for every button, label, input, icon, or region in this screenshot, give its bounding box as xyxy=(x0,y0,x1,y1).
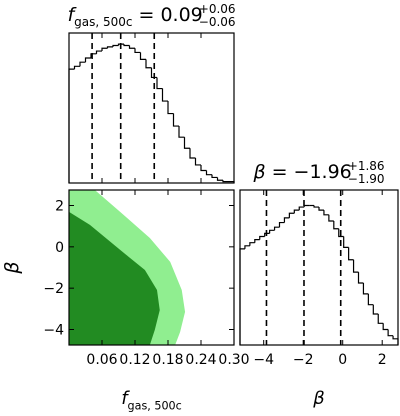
hist-step xyxy=(134,48,141,54)
x-tick-label: −4 xyxy=(253,352,274,368)
title-symbol-sub: gas, 500c xyxy=(74,15,132,29)
hist-step xyxy=(156,77,163,90)
hist-step xyxy=(254,239,260,243)
hist-step xyxy=(328,214,334,222)
axis-symbol: β xyxy=(312,388,325,409)
hist-step xyxy=(183,137,190,149)
axis-symbol: f xyxy=(121,388,130,409)
hist-step xyxy=(293,209,300,214)
y-tick-label: −2 xyxy=(43,281,64,297)
hist-step xyxy=(367,293,374,306)
hist-step xyxy=(216,177,223,181)
hist-step xyxy=(269,229,275,234)
hist-step xyxy=(382,323,389,331)
axis-symbol: β xyxy=(1,261,23,274)
hist-step xyxy=(117,43,124,46)
hist-step xyxy=(352,259,359,273)
hist-step xyxy=(101,47,108,52)
hist-step xyxy=(222,180,229,183)
hist-step xyxy=(205,170,212,176)
hist-step xyxy=(357,272,364,284)
hist-step xyxy=(167,101,174,115)
hist-step xyxy=(211,174,218,179)
hist-step xyxy=(106,46,113,49)
y-tick-label: 2 xyxy=(55,199,64,215)
hist-step xyxy=(68,68,75,183)
axis-label: β xyxy=(1,261,23,274)
hist-step xyxy=(288,212,295,218)
panel-frame xyxy=(68,32,235,184)
hist-step xyxy=(84,57,91,63)
hist-step xyxy=(244,245,250,249)
title-symbol: β xyxy=(252,161,265,183)
hist-step xyxy=(377,314,384,324)
panel-frame xyxy=(68,189,235,346)
hist-step xyxy=(343,236,349,248)
hist-step xyxy=(73,65,80,70)
hist-step xyxy=(298,206,305,211)
hist-step xyxy=(333,221,339,230)
hist-step xyxy=(303,204,310,208)
axis-label: fgas, 500c xyxy=(121,388,182,412)
hist-step xyxy=(200,164,207,172)
hist-step xyxy=(249,242,255,246)
x-tick-label: −2 xyxy=(293,352,314,368)
title-upper: +0.06 xyxy=(199,2,236,16)
hist-step xyxy=(172,113,179,127)
axis-symbol-sub: gas, 500c xyxy=(128,399,182,412)
hist-step xyxy=(362,283,369,295)
title-symbol: f xyxy=(67,4,77,26)
hist-step xyxy=(323,210,329,216)
hist-step xyxy=(123,44,130,47)
hist-step xyxy=(128,45,135,49)
x-tick-label: 2 xyxy=(378,352,387,368)
panel-title: fgas, 500c = 0.09 xyxy=(67,4,202,29)
y-tick-label: −4 xyxy=(43,323,64,339)
panel-title: β = −1.96 xyxy=(252,161,351,183)
y-tick-label: 0 xyxy=(55,240,64,256)
hist-step xyxy=(313,205,319,208)
contour-region xyxy=(69,211,160,345)
title-value: = −1.96 xyxy=(272,161,352,183)
hist-step xyxy=(338,228,344,238)
hist-step xyxy=(264,232,270,237)
x-tick-label: 0.30 xyxy=(218,352,249,368)
hist-step xyxy=(112,44,119,47)
title-lower: −1.90 xyxy=(348,172,385,186)
hist-step xyxy=(95,50,102,54)
hist-step xyxy=(283,217,290,223)
hist-step xyxy=(372,304,379,315)
hist-step xyxy=(90,53,97,58)
title-value: = 0.09 xyxy=(139,4,203,26)
hist-step xyxy=(150,67,157,79)
hist-step xyxy=(392,335,399,345)
hist-step xyxy=(161,88,168,102)
x-tick-label: 0.06 xyxy=(86,352,117,368)
hist-step xyxy=(79,61,86,67)
x-tick-label: 0.24 xyxy=(185,352,216,368)
hist-step xyxy=(239,248,245,345)
hist-step xyxy=(145,59,152,69)
title-upper: +1.86 xyxy=(348,159,385,173)
hist-step xyxy=(273,226,280,231)
panel-frame xyxy=(239,189,399,346)
hist-step xyxy=(178,126,185,138)
x-tick-label: 0.18 xyxy=(152,352,183,368)
hist-step xyxy=(194,158,201,166)
hist-step xyxy=(318,207,324,211)
hist-step xyxy=(139,52,146,60)
axis-label: β xyxy=(312,388,325,409)
title-lower: −0.06 xyxy=(199,15,236,29)
hist-step xyxy=(348,247,354,261)
x-tick-label: 0 xyxy=(338,352,347,368)
hist-step xyxy=(278,221,285,228)
x-tick-label: 0.12 xyxy=(119,352,150,368)
hist-step xyxy=(259,235,265,240)
hist-step xyxy=(387,329,394,337)
hist-step xyxy=(189,148,196,159)
